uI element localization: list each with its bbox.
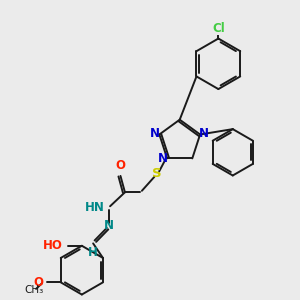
- Text: HO: HO: [43, 239, 63, 252]
- Text: O: O: [115, 159, 125, 172]
- Text: Cl: Cl: [212, 22, 225, 35]
- Text: H: H: [88, 246, 98, 259]
- Text: CH₃: CH₃: [24, 285, 44, 295]
- Text: N: N: [199, 128, 208, 140]
- Text: O: O: [33, 276, 43, 289]
- Text: N: N: [158, 152, 168, 166]
- Text: HN: HN: [85, 201, 105, 214]
- Text: N: N: [150, 128, 160, 140]
- Text: N: N: [103, 219, 114, 232]
- Text: S: S: [152, 167, 162, 180]
